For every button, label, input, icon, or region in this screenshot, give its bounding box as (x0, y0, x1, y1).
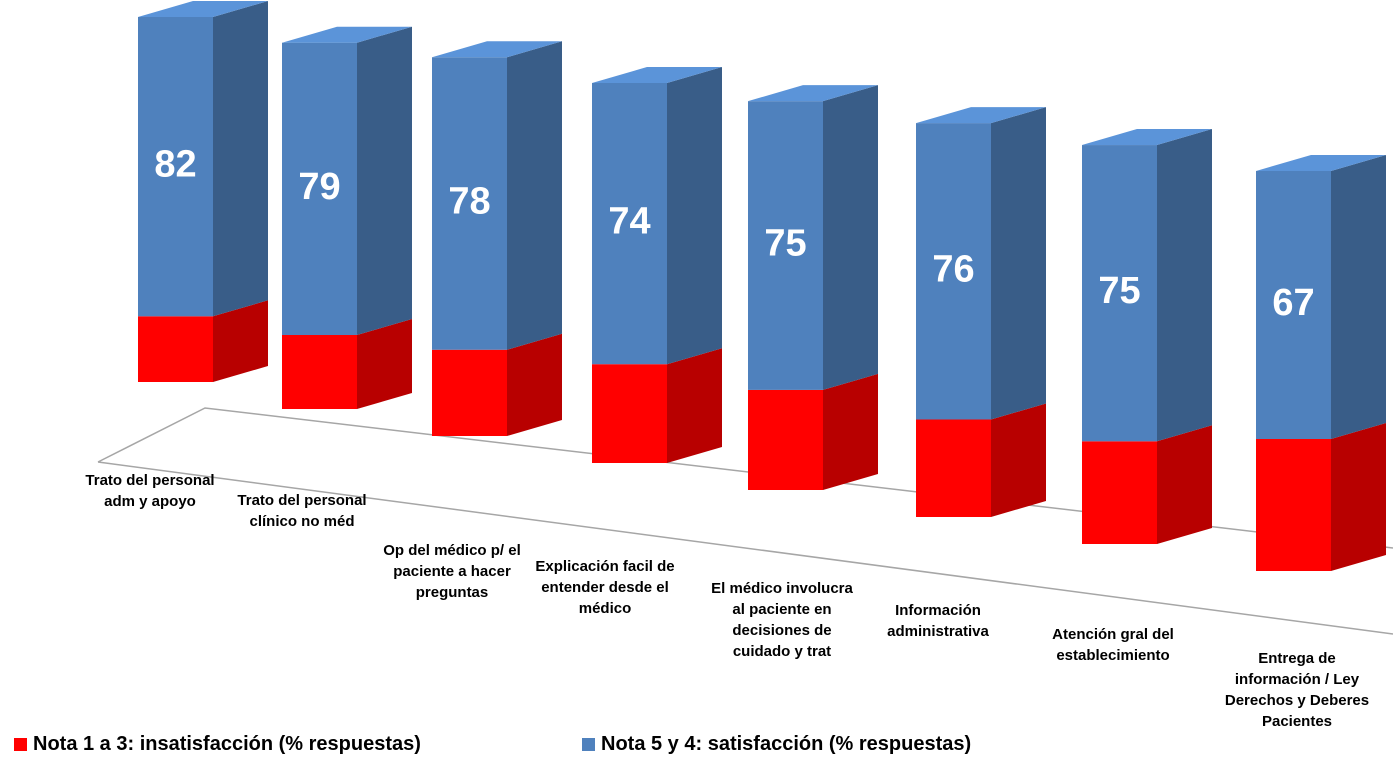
bar (282, 42, 357, 335)
value-label: 74 (608, 201, 650, 243)
bar (432, 57, 507, 350)
bar (748, 101, 823, 390)
bar (1082, 145, 1157, 442)
legend-item: Nota 5 y 4: satisfacción (% respuestas) (582, 733, 971, 756)
bar-top (432, 41, 562, 58)
bar-side (1331, 155, 1386, 439)
bar (592, 83, 667, 365)
bar (1256, 439, 1331, 571)
bar-top (592, 67, 722, 83)
bar (748, 389, 823, 490)
bar-side (507, 41, 562, 350)
x-tick-label: Atención gral del establecimiento (1052, 626, 1174, 664)
value-label: 76 (932, 248, 974, 290)
bar (1256, 171, 1331, 439)
value-label: 75 (764, 223, 806, 265)
bar-side (507, 333, 562, 436)
x-tick-label: Explicación facil de entender desde el m… (535, 558, 675, 617)
legend-item: Nota 1 a 3: insatisfacción (% respuestas… (14, 733, 421, 756)
bar (432, 349, 507, 436)
bar-side (357, 26, 412, 335)
bar (916, 419, 991, 517)
bar (282, 335, 357, 409)
bar-side (1157, 129, 1212, 442)
x-tick-label: Op del médico p/ el paciente a hacer pre… (383, 542, 521, 601)
bar-side (213, 300, 268, 382)
x-tick-label: Información administrativa (887, 602, 989, 640)
bar-side (991, 403, 1046, 517)
value-label: 75 (1098, 270, 1140, 312)
bar-side (1157, 425, 1212, 544)
legend-label: Nota 5 y 4: satisfacción (% respuestas) (601, 733, 972, 755)
bar (138, 316, 213, 382)
bar-top (1082, 129, 1212, 146)
legend-swatch (582, 738, 595, 751)
legend-swatch (14, 738, 27, 751)
legend-label: Nota 1 a 3: insatisfacción (% respuestas… (33, 733, 421, 755)
floor-edge (97, 461, 1393, 635)
bar (138, 17, 213, 317)
value-label: 78 (448, 181, 490, 223)
bar (592, 364, 667, 463)
value-label: 67 (1272, 282, 1314, 324)
x-tick-label: Trato del personal adm y apoyo (85, 472, 215, 510)
bar (1082, 441, 1157, 544)
bar (916, 123, 991, 420)
bar-side (991, 107, 1046, 420)
bar-side (667, 67, 722, 365)
bar-side (667, 348, 722, 463)
x-tick-label: Trato del personal clínico no méd (237, 492, 367, 530)
value-label: 79 (298, 166, 340, 208)
bar-top (748, 85, 878, 102)
x-tick-label: El médico involucra al paciente en decis… (711, 580, 853, 660)
bar-top (1256, 155, 1386, 171)
bar-side (357, 319, 412, 409)
bar-side (823, 373, 878, 490)
bar-top (282, 26, 412, 43)
bar-side (1331, 423, 1386, 571)
bar-top (138, 1, 268, 17)
bar-side (823, 85, 878, 390)
bar-top (916, 107, 1046, 124)
value-label: 82 (154, 144, 196, 186)
x-tick-label: Entrega de información / Ley Derechos y … (1224, 650, 1370, 730)
bar-side (213, 1, 268, 317)
